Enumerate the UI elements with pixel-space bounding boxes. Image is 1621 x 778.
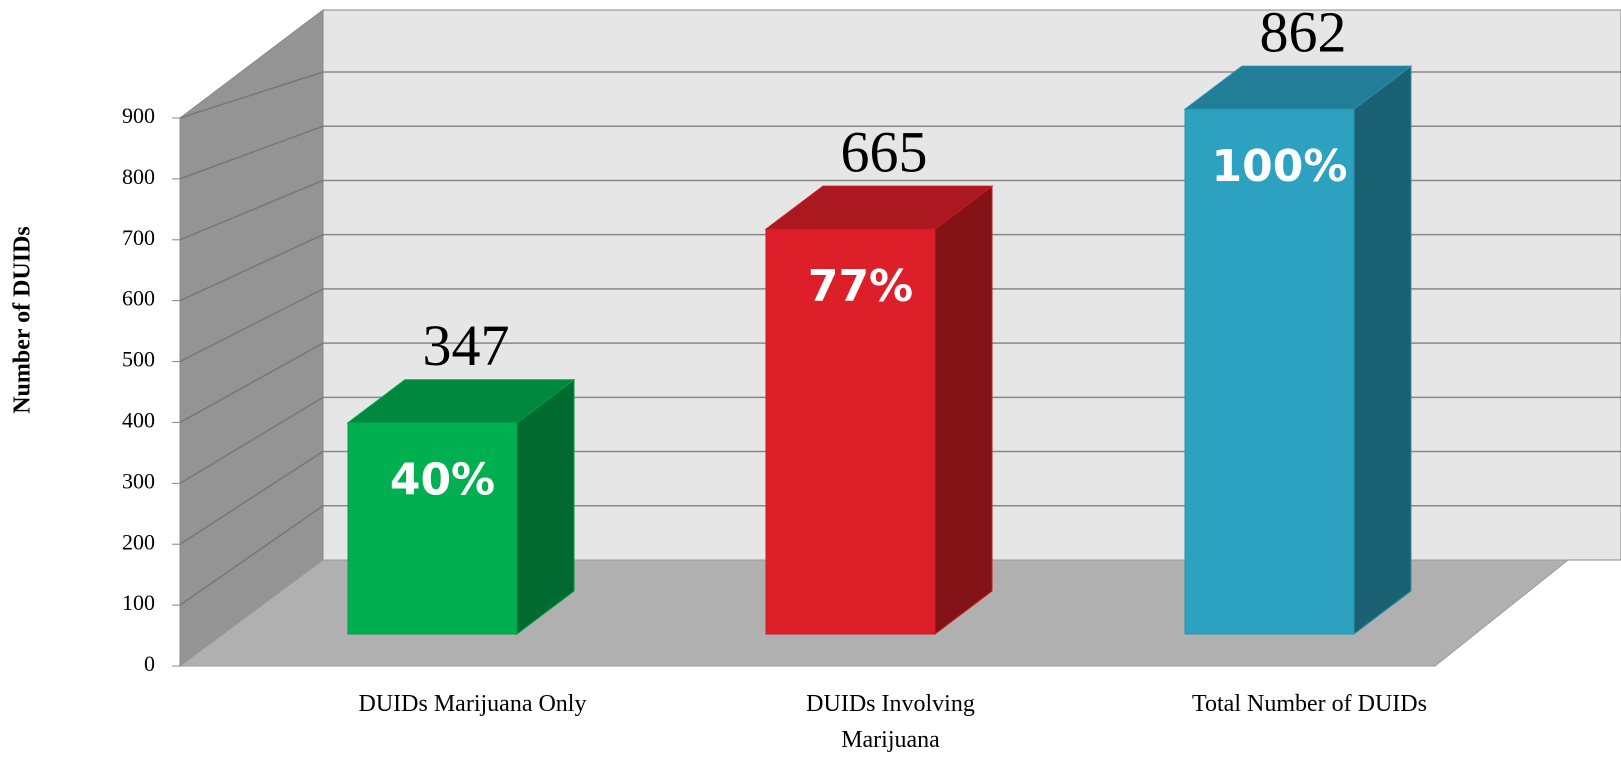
grid-line: [179, 125, 324, 180]
percentage-label: 77%: [808, 261, 913, 312]
value-label: 347: [423, 313, 510, 378]
y-tick-label: 800: [122, 164, 155, 189]
y-tick-label: 400: [122, 407, 155, 432]
bar-side: [516, 378, 575, 636]
bar: [765, 228, 936, 635]
bar: [1184, 108, 1355, 635]
grid-line: [179, 71, 324, 119]
y-tick-label: 900: [122, 103, 155, 128]
y-tick-label: 0: [144, 651, 155, 676]
y-tick-label: 700: [122, 225, 155, 250]
percentage-label: 100%: [1212, 141, 1348, 192]
y-axis-title: Number of DUIDs: [10, 226, 36, 414]
y-tick-label: 500: [122, 347, 155, 372]
x-tick-label: DUIDs Marijuana Only: [358, 691, 587, 717]
y-tick-label: 600: [122, 286, 155, 311]
side-wall: [179, 8, 324, 667]
y-tick-label: 100: [122, 590, 155, 615]
grid-line: [179, 288, 324, 363]
x-tick-label: DUIDs Involving Marijuana: [806, 691, 975, 753]
x-tick-label: Total Number of DUIDs: [1192, 691, 1427, 717]
y-tick-label: 300: [122, 468, 155, 493]
grid-line: [179, 505, 324, 606]
y-tick-label: 200: [122, 529, 155, 554]
grid-line: [179, 396, 324, 484]
bar: [347, 422, 518, 635]
value-label: 862: [1260, 0, 1347, 64]
grid-line: [179, 450, 324, 545]
grid-line: [179, 233, 324, 302]
value-label: 665: [841, 119, 928, 184]
grid-line: [179, 342, 324, 424]
bar-side: [934, 185, 993, 636]
percentage-label: 40%: [390, 455, 495, 506]
bar-side: [1353, 65, 1412, 636]
grid-line: [179, 179, 324, 241]
